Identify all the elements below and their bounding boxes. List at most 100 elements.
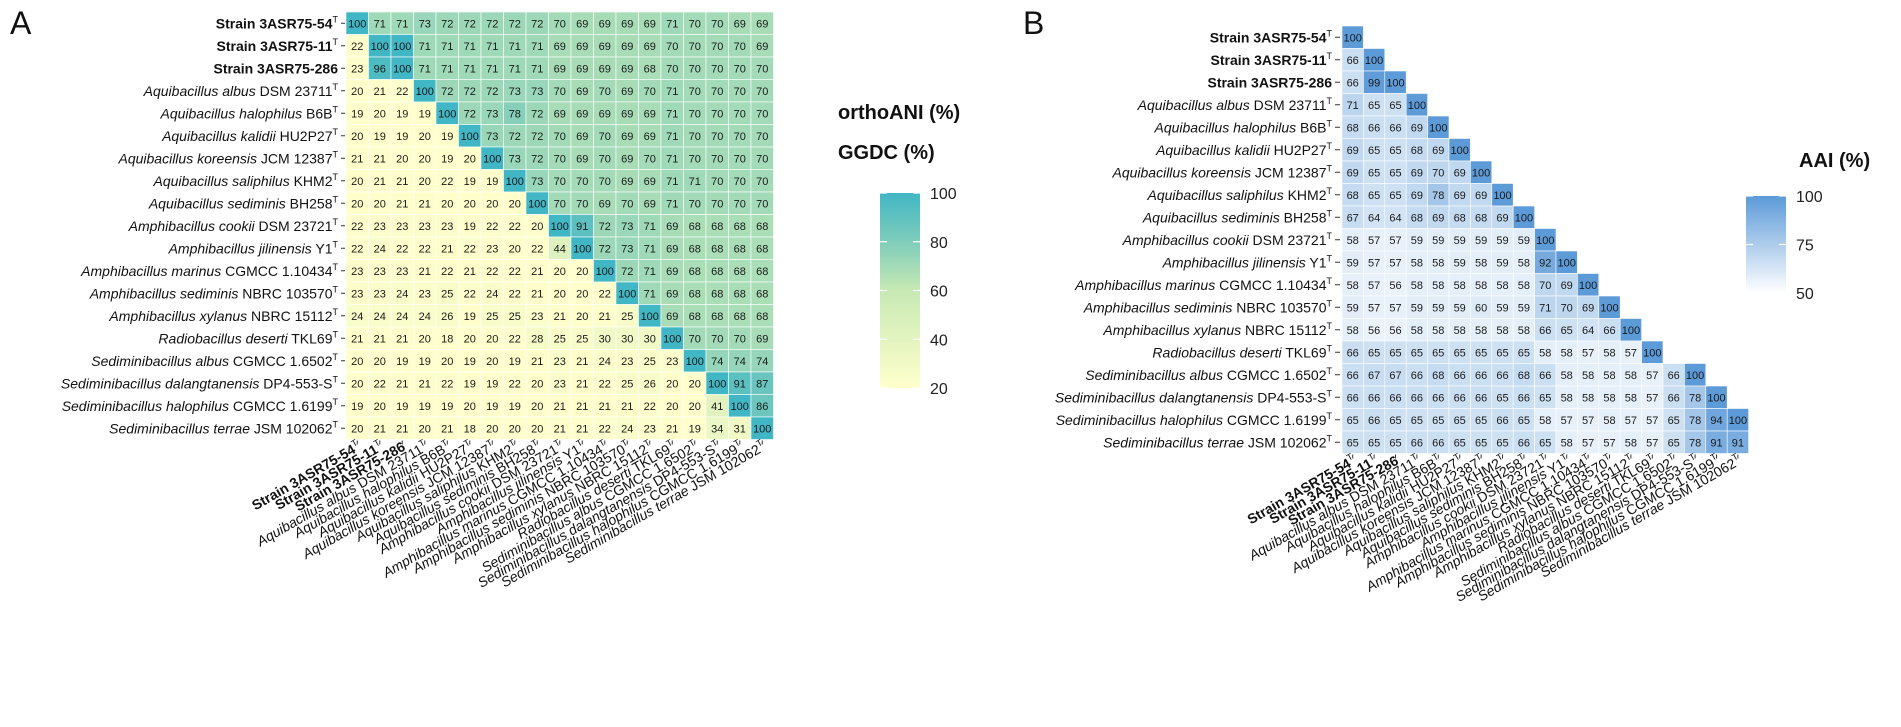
heatmap-b-row-label: Amphibacillus xylanus NBRC 15112T	[1102, 321, 1332, 338]
heatmap-b-cell-label: 65	[1432, 415, 1444, 427]
heatmap-b-cell-label: 66	[1368, 122, 1380, 134]
heatmap-a-cell-label: 70	[734, 108, 746, 120]
heatmap-a-cell-label: 69	[621, 63, 633, 75]
heatmap-a-cell-label: 70	[621, 198, 633, 210]
label-type-strain-mark: T	[1327, 298, 1333, 308]
heatmap-b-cell-label: 65	[1389, 190, 1401, 202]
heatmap-a-cell-label: 100	[483, 153, 501, 165]
label-type-strain-mark: T	[333, 284, 339, 294]
heatmap-a-cell-label: 69	[666, 311, 678, 323]
heatmap-a-cell-label: 20	[396, 153, 408, 165]
heatmap-a-cell-label: 71	[666, 86, 678, 98]
heatmap-b-cell-label: 57	[1368, 280, 1380, 292]
heatmap-b-cell-label: 60	[1475, 302, 1487, 314]
heatmap-a-cell-label: 69	[576, 86, 588, 98]
heatmap-b-cell-label: 70	[1539, 280, 1551, 292]
heatmap-b-cell-label: 65	[1347, 415, 1359, 427]
heatmap-b-cell-label: 65	[1411, 415, 1423, 427]
heatmap-b-cell-label: 78	[1689, 392, 1701, 404]
heatmap-b-cell-label: 100	[1344, 32, 1362, 44]
heatmap-a-cell-label: 25	[509, 311, 521, 323]
heatmap-a-cell-label: 69	[576, 63, 588, 75]
label-strain-id: NBRC 103570	[1232, 299, 1326, 315]
label-type-strain-mark: T	[333, 397, 339, 407]
label-strain-id: JCM 12387	[257, 150, 333, 166]
heatmap-a-cell-label: 19	[464, 221, 476, 233]
heatmap-a-cell-label: 71	[419, 41, 431, 53]
heatmap-a-cell-label: 21	[599, 401, 611, 413]
heatmap-b-cell-label: 66	[1454, 392, 1466, 404]
heatmap-a-cell-label: 25	[554, 333, 566, 345]
heatmap-a-cell-label: 23	[419, 221, 431, 233]
heatmap-a-cell-label: 20	[666, 401, 678, 413]
label-type-strain-mark: T	[1516, 451, 1526, 463]
heatmap-a-cell-label: 70	[689, 198, 701, 210]
heatmap-b-cell-label: 66	[1411, 370, 1423, 382]
heatmap-a-cell-label: 20	[509, 423, 521, 435]
heatmap-a-cell-label: 19	[441, 153, 453, 165]
heatmap-b-cell-label: 66	[1411, 392, 1423, 404]
heatmap-a-cell-label: 69	[756, 18, 768, 30]
heatmap-b-cell-label: 58	[1518, 280, 1530, 292]
heatmap-b-cell-label: 65	[1518, 347, 1530, 359]
heatmap-a-cell-label: 68	[711, 288, 723, 300]
heatmap-a-cell-label: 69	[576, 108, 588, 120]
heatmap-a-cell-label: 22	[396, 243, 408, 255]
heatmap-b-cell-label: 58	[1625, 392, 1637, 404]
heatmap-a-cell-label: 20	[374, 108, 386, 120]
heatmap-b-cell-label: 100	[1686, 370, 1704, 382]
heatmap-a-cell-label: 21	[396, 378, 408, 390]
heatmap-a-cell-label: 69	[554, 108, 566, 120]
legend-a-tick-label: 20	[930, 381, 948, 398]
heatmap-a-row-label: Aquibacillus sediminis BH258T	[148, 194, 339, 211]
heatmap-b-cell-label: 58	[1475, 325, 1487, 337]
label-strain-id: JSM 102062	[250, 420, 333, 436]
heatmap-b-cell-label: 58	[1347, 325, 1359, 337]
heatmap-a-cell-label: 70	[711, 198, 723, 210]
heatmap-b-cell-label: 59	[1347, 302, 1359, 314]
heatmap-a-cell-label: 19	[419, 356, 431, 368]
label-type-strain-mark: T	[732, 437, 742, 449]
heatmap-a-cell-label: 100	[618, 288, 636, 300]
label-strain-id: KHM2	[290, 173, 333, 189]
heatmap-a-cell-label: 71	[374, 18, 386, 30]
heatmap-b-cell-label: 57	[1582, 437, 1594, 449]
heatmap-a-cell-label: 70	[554, 86, 566, 98]
heatmap-a-row-label: Radiobacillus deserti TKL69T	[158, 329, 338, 346]
heatmap-a-cell-label: 71	[441, 41, 453, 53]
heatmap-a-cell-label: 71	[531, 63, 543, 75]
label-type-strain-mark: T	[619, 437, 629, 449]
heatmap-b-cell-label: 57	[1603, 437, 1615, 449]
panel-letter-b: B	[1023, 5, 1044, 41]
heatmap-b-cell-label: 69	[1432, 145, 1444, 157]
heatmap-b-cell-label: 65	[1389, 145, 1401, 157]
heatmap-a-cell-label: 68	[689, 221, 701, 233]
heatmap-a-cell-label: 68	[734, 311, 746, 323]
label-type-strain-mark: T	[1327, 118, 1333, 128]
heatmap-a-cell-label: 20	[374, 401, 386, 413]
heatmap-a-cell-label: 24	[396, 311, 408, 323]
label-strain-id: NBRC 15112	[1241, 322, 1327, 338]
heatmap-a-cell-label: 100	[596, 266, 614, 278]
heatmap-a-cell-label: 19	[374, 131, 386, 143]
heatmap-b-cell-label: 59	[1496, 257, 1508, 269]
heatmap-a-cell-label: 22	[419, 243, 431, 255]
label-type-strain-mark: T	[333, 37, 339, 47]
label-species-name: Amphibacillus marinus	[80, 263, 221, 279]
heatmap-b-row-label: Radiobacillus deserti TKL69T	[1152, 343, 1332, 360]
heatmap-a-cell-label: 25	[621, 378, 633, 390]
label-species-name: Sediminibacillus albus	[91, 353, 229, 369]
heatmap-a-cell-label: 24	[374, 243, 386, 255]
heatmap-a-cell-label: 19	[464, 378, 476, 390]
legend-b: AAI (%) 50 75 100	[1746, 150, 1870, 303]
label-type-strain-mark: T	[1327, 388, 1333, 398]
heatmap-b-row-label: Strain 3ASR75-11T	[1211, 51, 1333, 68]
heatmap-a-cell-label: 68	[711, 243, 723, 255]
heatmap-a-cell-label: 71	[464, 41, 476, 53]
heatmap-a-cell-label: 69	[621, 41, 633, 53]
label-species-name: Aquibacillus saliphilus	[153, 173, 290, 189]
heatmap-a-cell-label: 24	[374, 311, 386, 323]
heatmap-b-row-label: Aquibacillus halophilus B6BT	[1153, 118, 1332, 135]
heatmap-b-cell-label: 100	[1386, 77, 1404, 89]
label-type-strain-mark: T	[1366, 451, 1376, 463]
